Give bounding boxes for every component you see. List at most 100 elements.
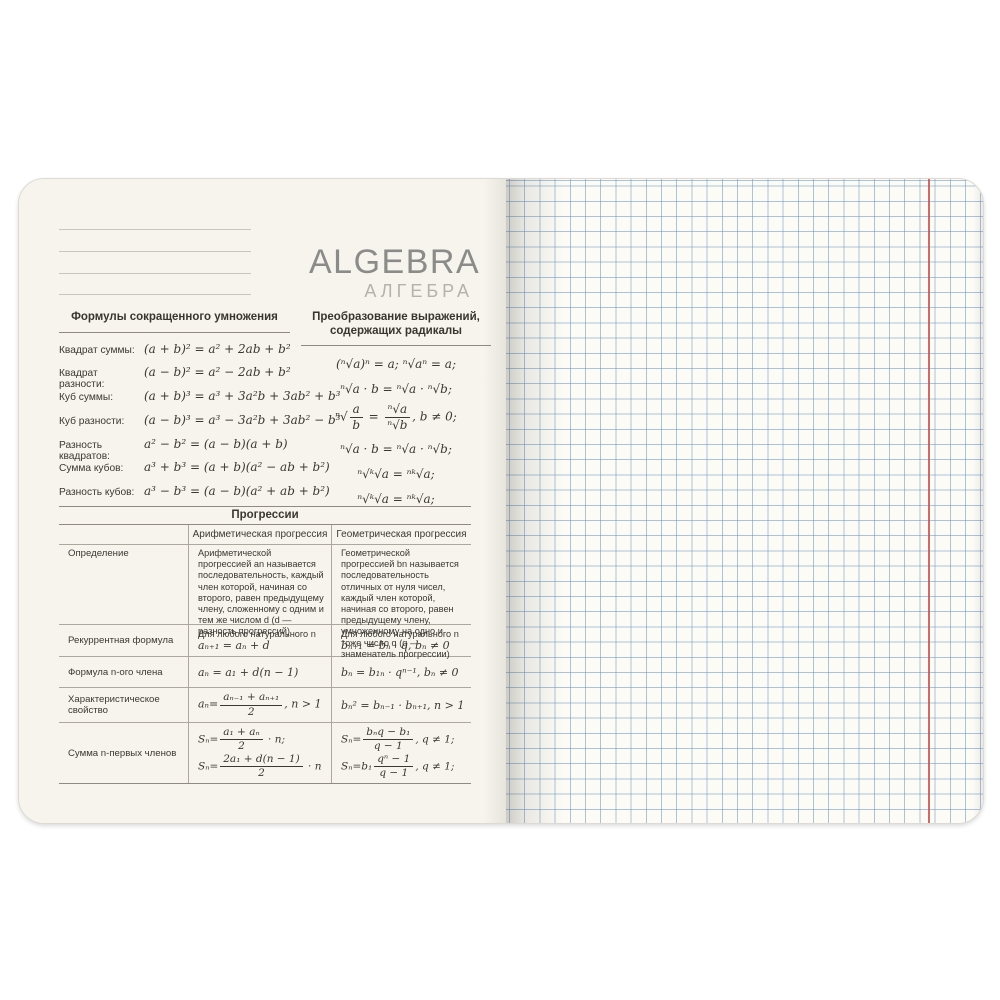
row-label: Характеристическое свойство xyxy=(68,694,160,716)
radical-formula: ⁿ√ᵏ√a = ⁿᵏ√a; xyxy=(357,467,435,482)
fraction-numerator: qⁿ − 1 xyxy=(374,754,414,768)
radical-formula: ⁿ√a · b = ⁿ√a · ⁿ√b; xyxy=(340,382,452,396)
page-subtitle: АЛГЕБРА xyxy=(364,281,473,301)
section-title-line2: содержащих радикалы xyxy=(330,324,462,337)
page-edge-shadow xyxy=(973,179,983,823)
fraction-denominator: 2 xyxy=(258,767,265,780)
formula-label: Квадрат суммы: xyxy=(59,344,135,356)
header-arithmetic: Арифметическая прогрессия xyxy=(188,525,331,544)
fraction: bₙq − b₁ q − 1 xyxy=(363,726,414,753)
formula: bₙ₊₁ = bₙ · q, bₙ ≠ 0 xyxy=(341,639,450,652)
section-title-line1: Преобразование выражений, xyxy=(312,311,480,323)
radical-formula: ⁿ√ᵏ√a = ⁿᵏ√a; xyxy=(357,492,435,507)
table-row-sum: Сумма n-первых членов Sₙ= a₁ + aₙ 2 · n; S… xyxy=(59,723,471,784)
formula-label: Сумма кубов: xyxy=(59,463,124,475)
radical-sign: ⁿ√ xyxy=(335,409,348,424)
formula-label: Куб разности: xyxy=(59,415,125,427)
row-label: Сумма n-первых членов xyxy=(68,747,177,759)
formula: aₙ = a₁ + d(n − 1) xyxy=(198,665,299,679)
formula-label: Разность кубов: xyxy=(59,487,135,499)
note: Для любого натурального n xyxy=(198,629,316,639)
formula: Sₙ= 2a₁ + d(n − 1) 2 · n xyxy=(198,753,322,780)
formula-row: Квадрат разности: (a − b)² = a² − 2ab + … xyxy=(59,365,291,391)
fraction: a₁ + aₙ 2 xyxy=(220,726,263,753)
section-radicals: Преобразование выражений, содержащих рад… xyxy=(301,311,491,506)
formula: Sₙ= a₁ + aₙ 2 · n; xyxy=(198,726,286,753)
formula: (a + b)² = a² + 2ab + b² xyxy=(144,341,291,356)
formula-row: Разность кубов: a³ − b³ = (a − b)(a² + a… xyxy=(59,484,330,508)
reference-page: ALGEBRA АЛГЕБРА Формулы сокращенного умн… xyxy=(19,179,506,823)
spine-shadow xyxy=(506,179,564,823)
definition-geometric: Геометрической прогрессией bn называется… xyxy=(341,548,459,659)
formula-label: Разность квадратов: xyxy=(59,439,110,462)
fraction: aₙ₋₁ + aₙ₊₁ 2 xyxy=(220,692,283,718)
formula: (a + b)³ = a³ + 3a²b + 3ab² + b³ xyxy=(144,389,341,404)
formula-row: Куб разности: (a − b)³ = a³ − 3a²b + 3ab… xyxy=(59,413,340,437)
header-empty-cell xyxy=(59,525,188,544)
formula: bₙ² = bₙ₋₁ · bₙ₊₁, n > 1 xyxy=(341,698,465,712)
radical-formula: (ⁿ√a)ⁿ = a; ⁿ√aⁿ = a; xyxy=(336,357,456,371)
fraction-numerator: a xyxy=(349,403,363,418)
radical-formula: ⁿ√ a b = ⁿ√a ⁿ√b, b ≠ 0; xyxy=(335,403,457,431)
fraction-denominator: b xyxy=(352,417,361,432)
section-abbreviated-multiplication: Формулы сокращенного умножения Квадрат с… xyxy=(59,311,340,509)
table-row-recurrent: Рекуррентная формула Для любого натураль… xyxy=(59,625,471,657)
fraction-denominator: q − 1 xyxy=(379,767,409,780)
radical-formula: ⁿ√a · b = ⁿ√a · ⁿ√b; xyxy=(340,442,452,457)
equals: = xyxy=(364,409,383,424)
fraction-numerator: ⁿ√a xyxy=(384,403,411,418)
condition: , b ≠ 0; xyxy=(412,409,457,424)
divider xyxy=(59,331,290,333)
fraction: 2a₁ + d(n − 1) 2 xyxy=(220,754,303,780)
spine-shading xyxy=(484,179,506,823)
row-label: Определение xyxy=(68,548,129,559)
note: Для любого натурального n xyxy=(341,629,459,639)
formula-row: Разность квадратов: a² − b² = (a − b)(a … xyxy=(59,436,290,462)
writing-line xyxy=(59,273,251,274)
writing-line xyxy=(59,294,251,295)
formula: bₙ = b₁ₙ · qⁿ⁻¹, bₙ ≠ 0 xyxy=(341,665,459,679)
formula: aₙ₊₁ = aₙ + d xyxy=(198,639,270,652)
table-row-nth-term: Формула n-ого члена aₙ = a₁ + d(n − 1) b… xyxy=(59,657,471,688)
formula-row: Квадрат суммы: (a + b)² = a² + 2ab + b² xyxy=(59,341,291,366)
formula: a² − b² = (a − b)(a + b) xyxy=(144,436,288,451)
notebook-spread: ALGEBRA АЛГЕБРА Формулы сокращенного умн… xyxy=(18,178,984,824)
row-label: Формула n-ого члена xyxy=(68,666,163,678)
formula-list: Квадрат суммы: (a + b)² = a² + 2ab + b² … xyxy=(59,341,340,509)
page-title: ALGEBRA xyxy=(309,243,481,281)
formula-row: Сумма кубов: a³ + b³ = (a + b)(a² − ab +… xyxy=(59,460,330,484)
row-label: Рекуррентная формула xyxy=(68,635,174,646)
section-title: Формулы сокращенного умножения xyxy=(71,311,278,323)
writing-line xyxy=(59,229,251,230)
fraction-denominator: ⁿ√b xyxy=(387,417,408,432)
writing-line xyxy=(59,251,251,252)
table-header-row: Арифметическая прогрессия Геометрическая… xyxy=(59,525,471,545)
table-row-characteristic: Характеристическое свойство aₙ= aₙ₋₁ + aₙ… xyxy=(59,688,471,723)
squared-paper-page xyxy=(506,179,983,823)
progressions-table: Прогрессии Арифметическая прогрессия Гео… xyxy=(59,506,471,784)
fraction-numerator: aₙ₋₁ + aₙ₊₁ xyxy=(220,692,283,706)
formula: (a − b)³ = a³ − 3a²b + 3ab² − b³ xyxy=(144,412,341,427)
table-title: Прогрессии xyxy=(59,507,471,525)
fraction-numerator: 2a₁ + d(n − 1) xyxy=(220,754,303,768)
formula: a³ + b³ = (a + b)(a² − ab + b²) xyxy=(144,460,330,475)
formula: aₙ= aₙ₋₁ + aₙ₊₁ 2, n > 1 xyxy=(198,691,322,718)
red-margin-line xyxy=(928,179,930,823)
fraction-denominator: q − 1 xyxy=(373,740,403,753)
formula-label: Куб суммы: xyxy=(59,392,114,404)
definition-arithmetic: Арифметической прогрессией an называется… xyxy=(198,548,324,637)
header-geometric: Геометрическая прогрессия xyxy=(331,525,471,544)
divider xyxy=(301,345,491,346)
fraction-denominator: 2 xyxy=(238,740,245,753)
fraction: ⁿ√a ⁿ√b xyxy=(384,403,411,432)
formula: Sₙ= bₙq − b₁ q − 1, q ≠ 1; xyxy=(341,726,455,753)
fraction-numerator: a₁ + aₙ xyxy=(220,726,263,741)
table-row-definition: Определение Арифметической прогрессией a… xyxy=(59,545,471,664)
formula-label: Квадрат разности: xyxy=(59,368,105,391)
formula: (a − b)² = a² − 2ab + b² xyxy=(144,365,291,380)
fraction-denominator: 2 xyxy=(247,705,255,718)
fraction-numerator: bₙq − b₁ xyxy=(363,726,414,741)
